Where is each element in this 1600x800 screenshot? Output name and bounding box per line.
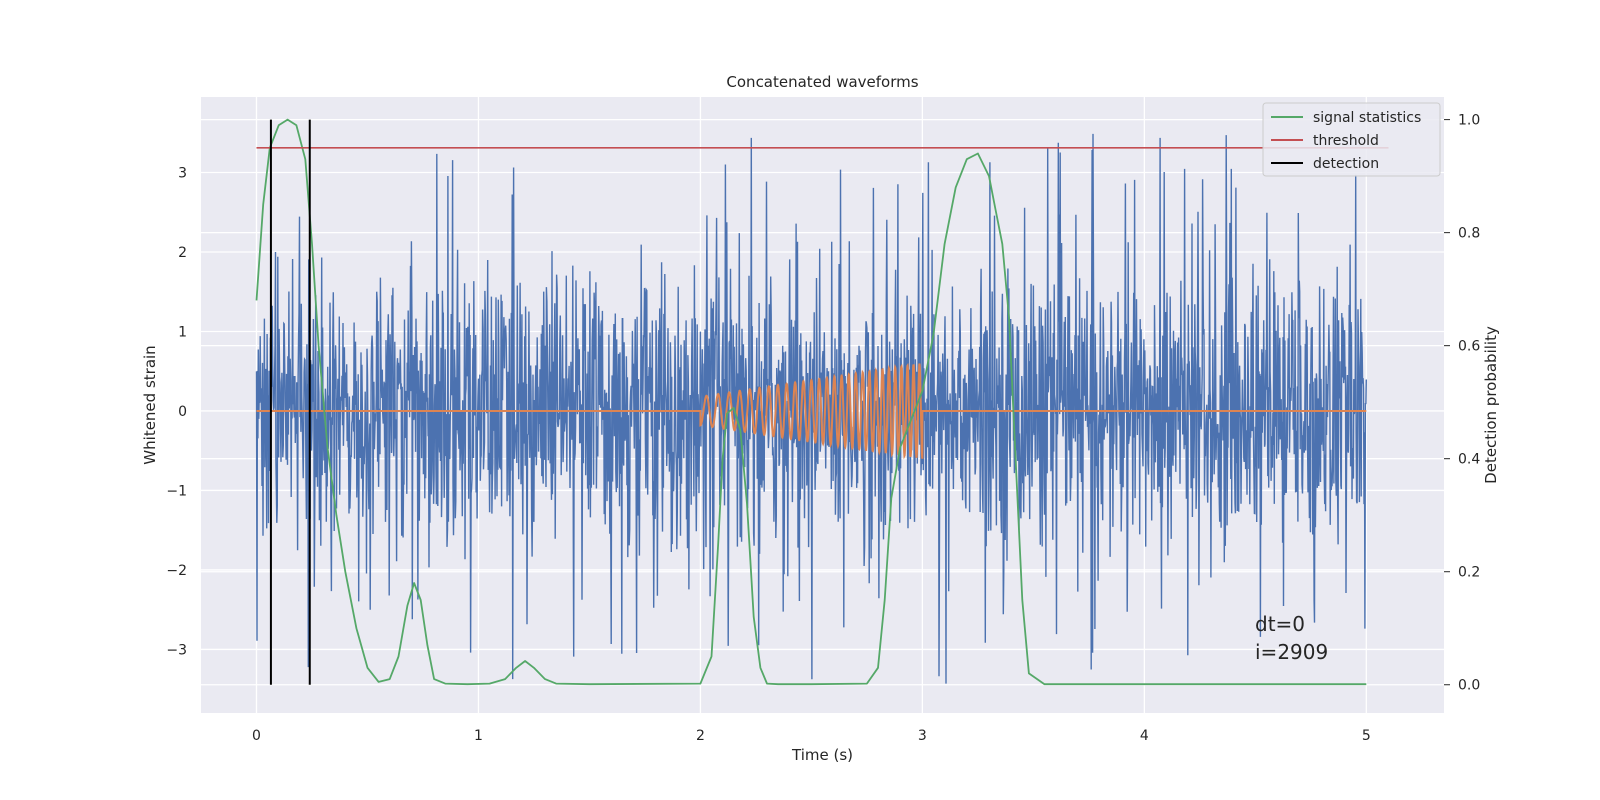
legend-label-signal-statistics: signal statistics xyxy=(1313,110,1421,126)
y-tick-label: 2 xyxy=(178,245,187,261)
x-tick-label: 1 xyxy=(474,728,483,744)
y-tick-label: −1 xyxy=(166,483,187,499)
legend: signal statistics threshold detection xyxy=(1262,102,1441,177)
x-tick-label: 0 xyxy=(252,728,261,744)
y2-tick-label: 0.8 xyxy=(1458,226,1480,242)
y-tick-label: −3 xyxy=(166,642,187,658)
annotation-index: i=2909 xyxy=(1255,640,1328,664)
y-tick-label: 1 xyxy=(178,324,187,340)
axes: 0 1 2 3 4 5 −3 −2 −1 0 1 2 3 0.0 0.2 0.4 0.6 0.8 1.0 xyxy=(166,113,1480,744)
series-layer xyxy=(255,118,1389,686)
x-axis-label: Time (s) xyxy=(791,746,853,764)
legend-box xyxy=(1262,102,1441,177)
y2-tick-label: 0.0 xyxy=(1458,678,1480,694)
y-tick-label: 3 xyxy=(178,166,187,182)
strain-line xyxy=(255,133,1367,684)
x-tick-label: 3 xyxy=(918,728,927,744)
legend-label-threshold: threshold xyxy=(1313,133,1379,149)
y2-tick-label: 0.4 xyxy=(1458,452,1480,468)
y-tick-label: −2 xyxy=(166,563,187,579)
y-axis-label: Whitened strain xyxy=(141,345,159,464)
y2-tick-label: 0.6 xyxy=(1458,339,1480,355)
x-tick-label: 2 xyxy=(696,728,705,744)
series-clip-group xyxy=(255,118,1389,686)
chart-title: Concatenated waveforms xyxy=(726,73,918,91)
x-tick-label: 5 xyxy=(1362,728,1371,744)
signal-statistics-line xyxy=(255,118,1367,686)
y2-tick-label: 0.2 xyxy=(1458,565,1480,581)
legend-label-detection: detection xyxy=(1313,156,1379,172)
y2-tick-label: 1.0 xyxy=(1458,113,1480,129)
injection-line xyxy=(256,362,1367,460)
annotation-dt: dt=0 xyxy=(1255,612,1305,636)
y2-axis-label: Detection probability xyxy=(1482,326,1500,484)
y-tick-label: 0 xyxy=(178,404,187,420)
x-tick-label: 4 xyxy=(1140,728,1149,744)
